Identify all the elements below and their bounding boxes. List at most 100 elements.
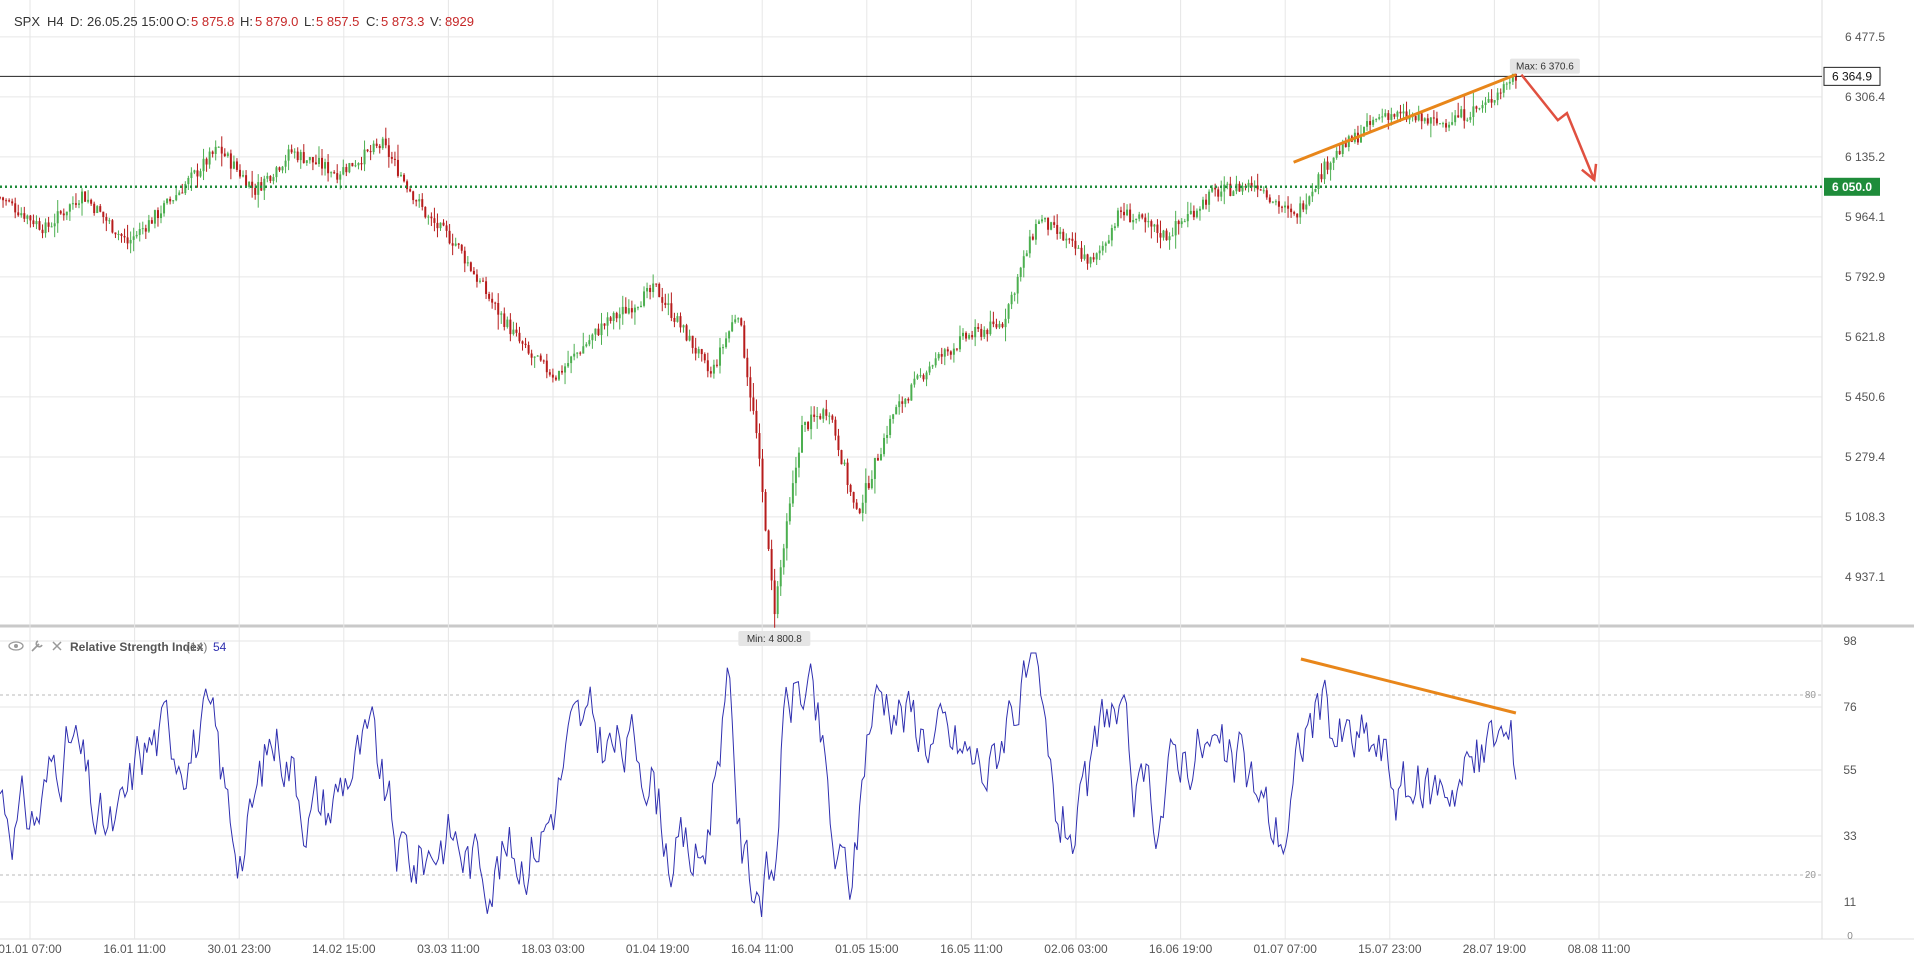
candle-body [639, 305, 642, 308]
candle-body [533, 356, 536, 358]
candle-body [706, 360, 709, 372]
candle-body [1484, 102, 1487, 106]
candle-body [38, 221, 41, 230]
candle-body [1359, 134, 1362, 143]
candle-body [1050, 222, 1053, 230]
h-label: H: [240, 14, 253, 29]
candle-body [1384, 113, 1387, 117]
candle-body [1214, 187, 1217, 190]
candle-body [633, 307, 636, 313]
candle-body [548, 372, 551, 375]
candle-body [679, 316, 682, 328]
rsi-line[interactable] [0, 652, 1517, 918]
candle-body [1059, 231, 1062, 234]
candle-body [1369, 121, 1372, 125]
candle-body [400, 174, 403, 176]
candle-body [539, 355, 542, 361]
candle-body [211, 151, 214, 154]
candle-body [1116, 210, 1119, 227]
candle-body [715, 364, 718, 366]
candle-body [1329, 162, 1332, 170]
candle-body [913, 378, 916, 385]
candle-body [44, 222, 47, 234]
candle-body [1025, 253, 1028, 257]
candle-body [752, 397, 755, 411]
price-pane[interactable]: Max: 6 370.6 Min: 4 800.8 [0, 58, 1822, 646]
candle-body [788, 503, 791, 522]
candle-body [1271, 201, 1274, 203]
price-trendline[interactable] [1293, 73, 1517, 164]
candle-body [494, 302, 497, 304]
candle-body [144, 228, 147, 232]
candle-body [1098, 250, 1101, 254]
candle-body [1429, 117, 1432, 124]
candle-body [831, 415, 834, 420]
forecast-arrow[interactable] [1520, 73, 1596, 181]
candle-body [442, 222, 445, 226]
candle-body [102, 211, 105, 218]
min-annotation-box [738, 631, 811, 646]
candle-body [834, 419, 837, 436]
candle-body [1229, 183, 1232, 196]
candle-body [1366, 121, 1369, 127]
candle-body [1259, 189, 1262, 191]
candle-body [813, 414, 816, 417]
eye-icon[interactable] [8, 641, 24, 651]
candle-body [469, 262, 472, 271]
candle-body [1062, 231, 1065, 241]
price-tick-label: 5 621.8 [1845, 330, 1885, 344]
candle-body [609, 317, 612, 321]
rsi-trendline[interactable] [1300, 657, 1517, 715]
candle-body [20, 213, 23, 216]
candle-body [1314, 189, 1317, 192]
candle-body [463, 250, 466, 264]
candle-body [785, 521, 788, 549]
candle-body [1393, 114, 1396, 117]
candle-body [1119, 210, 1122, 212]
candle-body [488, 293, 491, 299]
candle-body [1202, 199, 1205, 209]
candle-body [597, 328, 600, 336]
candle-body [153, 210, 156, 224]
candle-body [782, 548, 785, 568]
candle-body [287, 149, 290, 161]
time-tick-label: 16.04 11:00 [731, 942, 794, 956]
candle-body [1490, 98, 1493, 103]
candle-body [685, 325, 688, 341]
time-tick-label: 02.06 03:00 [1044, 942, 1108, 956]
candle-body [1438, 123, 1441, 125]
candle-body [518, 332, 521, 342]
candle-body [293, 151, 296, 153]
close-icon[interactable] [52, 641, 62, 651]
candle-body [1326, 161, 1329, 170]
rsi-pane[interactable] [0, 652, 1517, 918]
wrench-icon[interactable] [31, 640, 43, 652]
candle-body [974, 326, 977, 338]
candle-body [317, 157, 320, 165]
candle-body [588, 340, 591, 345]
candle-body [1104, 243, 1107, 246]
candle-body [403, 174, 406, 182]
price-tick-label: 6 477.5 [1845, 30, 1885, 44]
candle-body [883, 437, 886, 455]
candle-body [846, 462, 849, 486]
candle-body [1499, 92, 1502, 94]
candle-body [691, 335, 694, 348]
candle-body [1296, 213, 1299, 218]
candle-body [242, 175, 245, 177]
candle-body [1004, 318, 1007, 328]
price-tick-label: 5 450.6 [1845, 390, 1885, 404]
candle-body [816, 415, 819, 417]
candle-body [892, 414, 895, 419]
candle-body [150, 220, 153, 224]
candle-body [65, 211, 68, 216]
candle-body [172, 200, 175, 202]
candle-body [670, 303, 673, 318]
candle-body [351, 163, 354, 167]
candle-body [1475, 106, 1478, 109]
candle-body [554, 377, 557, 380]
candle-body [712, 364, 715, 374]
candle-body [731, 322, 734, 332]
candle-body [263, 178, 266, 191]
